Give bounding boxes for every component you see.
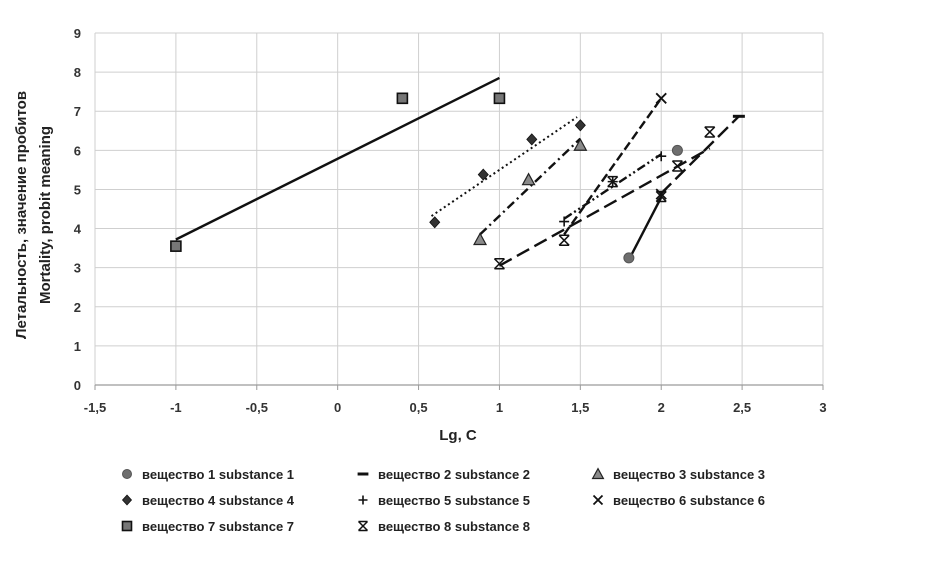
x-tick-label: 1,5 bbox=[571, 400, 589, 415]
marker-substance-8 bbox=[558, 234, 570, 247]
marker-substance-1 bbox=[671, 144, 683, 156]
y-tick-label: 5 bbox=[74, 182, 81, 197]
x-tick-label: -1,5 bbox=[84, 400, 106, 415]
marker-substance-8 bbox=[493, 258, 505, 270]
legend-item-substance-1: вещество 1 substance 1 bbox=[118, 464, 294, 484]
x-tick-label: 0,5 bbox=[410, 400, 428, 415]
x-tick-label: 2 bbox=[658, 400, 665, 415]
legend-marker-square-icon bbox=[121, 520, 133, 532]
x-axis-title: Lg, C bbox=[439, 427, 477, 444]
trend-lines bbox=[175, 76, 740, 267]
y-tick-label: 0 bbox=[74, 378, 81, 393]
y-tick-label: 8 bbox=[74, 65, 81, 80]
y-tick-label: 6 bbox=[74, 143, 81, 158]
legend-item-substance-2: вещество 2 substance 2 bbox=[354, 464, 530, 484]
chart-legend: вещество 1 substance 1 вещество 2 substan… bbox=[0, 458, 941, 558]
legend-item-substance-4: вещество 4 substance 4 bbox=[118, 490, 294, 510]
marker-substance-3 bbox=[473, 232, 488, 246]
marker-substance-7 bbox=[170, 240, 182, 252]
marker-substance-8 bbox=[607, 175, 619, 188]
trend-line-substance-1 bbox=[627, 196, 663, 261]
x-tick-label: 0 bbox=[334, 400, 341, 415]
legend-item-substance-8: вещество 8 substance 8 bbox=[354, 516, 530, 536]
tick-labels: 0 1 2 3 4 5 6 7 8 9 -1,5 -1 -0,5 0 0,5 1 1,5 2 2,5 3 bbox=[74, 26, 827, 415]
legend-item-substance-6: вещество 6 substance 6 bbox=[589, 490, 765, 510]
x-tick-label: 3 bbox=[819, 400, 826, 415]
legend-label: вещество 5 substance 5 bbox=[378, 492, 531, 508]
legend-label: вещество 6 substance 6 bbox=[613, 492, 766, 508]
marker-substance-4 bbox=[477, 168, 489, 181]
trend-line-substance-6 bbox=[563, 97, 663, 236]
x-tick-label: -0,5 bbox=[246, 400, 268, 415]
grid-lines bbox=[94, 32, 824, 386]
legend-label: вещество 7 substance 7 bbox=[142, 518, 295, 534]
y-tick-label: 7 bbox=[74, 104, 81, 119]
legend-marker-plus-icon bbox=[358, 495, 368, 505]
marker-substance-8 bbox=[704, 126, 716, 138]
y-tick-label: 1 bbox=[74, 339, 81, 354]
legend-marker-icon bbox=[591, 467, 605, 480]
legend-item-substance-7: вещество 7 substance 7 bbox=[118, 516, 294, 536]
marker-substance-8 bbox=[655, 190, 667, 203]
marker-substance-6 bbox=[655, 92, 667, 104]
trend-line-substance-3 bbox=[479, 137, 582, 236]
trend-line-substance-4 bbox=[430, 116, 578, 217]
legend-label: вещество 8 substance 8 bbox=[378, 518, 531, 534]
legend-marker-diamond-icon bbox=[121, 494, 133, 506]
y-axis-title-line2: Mortality, probit meaning bbox=[37, 126, 54, 304]
trend-line-substance-7 bbox=[175, 76, 500, 241]
y-tick-label: 2 bbox=[74, 300, 81, 315]
x-tick-label: 2,5 bbox=[733, 400, 751, 415]
x-tick-label: 1 bbox=[496, 400, 503, 415]
x-tick-label: -1 bbox=[170, 400, 182, 415]
marker-substance-3 bbox=[573, 137, 588, 151]
legend-label: вещество 1 substance 1 bbox=[142, 466, 295, 482]
legend-item-substance-3: вещество 3 substance 3 bbox=[589, 464, 765, 484]
legend-marker-triangle-icon bbox=[591, 467, 605, 480]
y-tick-label: 9 bbox=[74, 26, 81, 41]
marker-substance-5 bbox=[559, 216, 570, 227]
legend-label: вещество 3 substance 3 bbox=[613, 466, 766, 482]
marker-substance-4 bbox=[574, 119, 586, 132]
marker-substance-8 bbox=[671, 160, 683, 172]
legend-item-substance-5: вещество 5 substance 5 bbox=[354, 490, 530, 510]
marker-substance-1 bbox=[623, 252, 635, 264]
legend-marker-icon bbox=[357, 472, 369, 476]
legend-marker-icon bbox=[121, 520, 133, 532]
marker-substance-5 bbox=[656, 151, 667, 162]
legend-marker-x-icon bbox=[592, 494, 604, 506]
legend-marker-icon bbox=[592, 494, 604, 506]
y-axis-title-line1: Летальность, значение пробитов bbox=[13, 91, 30, 339]
axes bbox=[94, 384, 824, 390]
legend-marker-star-icon bbox=[357, 520, 369, 532]
legend-label: вещество 2 substance 2 bbox=[378, 466, 531, 482]
legend-marker-circle-icon bbox=[122, 469, 132, 479]
legend-marker-icon bbox=[122, 469, 132, 479]
marker-substance-4 bbox=[526, 133, 538, 146]
y-tick-label: 4 bbox=[74, 222, 82, 237]
legend-label: вещество 4 substance 4 bbox=[142, 492, 295, 508]
marker-substance-7 bbox=[396, 92, 409, 105]
legend-marker-icon bbox=[121, 494, 133, 506]
legend-marker-icon bbox=[358, 495, 368, 505]
marker-substance-4 bbox=[429, 216, 441, 229]
data-markers bbox=[170, 92, 745, 270]
marker-substance-7 bbox=[493, 92, 506, 105]
marker-substance-3 bbox=[521, 172, 536, 186]
legend-marker-icon bbox=[357, 520, 369, 532]
trend-line-substance-2 bbox=[660, 115, 740, 195]
y-tick-label: 3 bbox=[74, 261, 81, 276]
